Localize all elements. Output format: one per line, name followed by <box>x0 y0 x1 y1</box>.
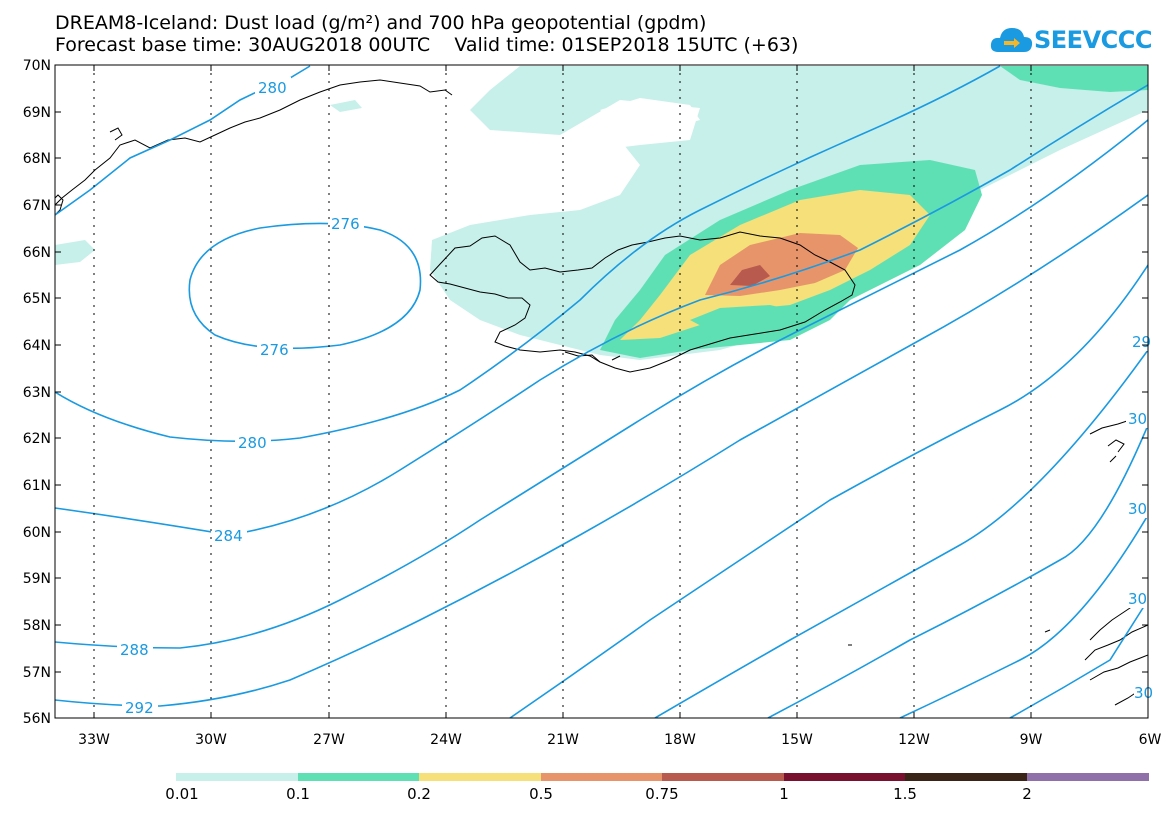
contour-label: 284 <box>214 527 243 545</box>
lat-label: 68N <box>23 151 51 167</box>
colorbar-segment <box>662 773 784 781</box>
map-title-line1: DREAM8-Iceland: Dust load (g/m²) and 700… <box>55 12 707 34</box>
lat-label: 61N <box>23 478 51 494</box>
lat-label: 67N <box>23 198 51 214</box>
lat-label: 56N <box>23 711 51 727</box>
latitude-labels: 70N 69N 68N 67N 66N 65N 64N 63N 62N 61N … <box>23 58 51 727</box>
contour-label: 276 <box>331 215 360 233</box>
colorbar-segment <box>298 773 419 781</box>
lon-label: 33W <box>78 732 110 748</box>
lon-label: 24W <box>430 732 462 748</box>
colorbar-label: 0.75 <box>645 785 679 803</box>
colorbar-label: 1 <box>779 785 789 803</box>
contour-label: 280 <box>258 79 287 97</box>
graticule <box>93 65 1032 718</box>
coastlines <box>55 79 1148 706</box>
colorbar-label: 2 <box>1022 785 1032 803</box>
colorbar-segment <box>541 773 662 781</box>
lon-label: 15W <box>781 732 813 748</box>
contour-label: 280 <box>238 434 267 452</box>
colorbar-segment <box>419 773 541 781</box>
logo-text: SEEVCCC <box>1034 26 1153 54</box>
colorbar-segment <box>1027 773 1149 781</box>
colorbar-segment <box>905 773 1027 781</box>
contour-label: 30 <box>1134 684 1153 702</box>
plot-frame <box>54 64 1149 719</box>
seevccc-logo: SEEVCCC <box>990 22 1160 58</box>
geopotential-contours <box>55 65 1148 718</box>
colorbar-segment <box>176 773 298 781</box>
colorbar <box>176 773 1149 781</box>
lat-label: 59N <box>23 571 51 587</box>
lon-label: 27W <box>313 732 345 748</box>
lat-label: 66N <box>23 245 51 261</box>
lat-label: 70N <box>23 58 51 74</box>
longitude-labels: 33W 30W 27W 24W 21W 18W 15W 12W 9W 6W <box>78 732 1161 748</box>
colorbar-label: 0.1 <box>286 785 310 803</box>
contour-label: 29 <box>1132 333 1151 351</box>
lon-label: 12W <box>898 732 930 748</box>
lat-label: 58N <box>23 618 51 634</box>
colorbar-label: 0.2 <box>407 785 431 803</box>
colorbar-segment <box>784 773 905 781</box>
contour-label: 276 <box>260 341 289 359</box>
contour-label: 288 <box>120 641 149 659</box>
contour-labels: 280 276 276 280 284 288 292 29 30 30 30 … <box>117 77 1153 717</box>
map-title-line2: Forecast base time: 30AUG2018 00UTC Vali… <box>55 34 799 56</box>
lat-label: 65N <box>23 291 51 307</box>
lon-label: 21W <box>547 732 579 748</box>
lat-label: 57N <box>23 665 51 681</box>
colorbar-label: 1.5 <box>893 785 917 803</box>
contour-label: 30 <box>1128 410 1147 428</box>
lon-label: 30W <box>195 732 227 748</box>
lat-label: 60N <box>23 525 51 541</box>
colorbar-label: 0.5 <box>529 785 553 803</box>
lon-label: 6W <box>1139 732 1162 748</box>
cloud-icon <box>990 28 1033 52</box>
contour-label: 30 <box>1128 590 1147 608</box>
lon-label: 18W <box>664 732 696 748</box>
lat-label: 69N <box>23 105 51 121</box>
colorbar-label: 0.01 <box>165 785 199 803</box>
contour-label: 292 <box>125 699 154 717</box>
contour-label: 30 <box>1128 500 1147 518</box>
lat-label: 62N <box>23 431 51 447</box>
lat-label: 64N <box>23 338 51 354</box>
dust-fields <box>55 66 1148 360</box>
lon-label: 9W <box>1020 732 1043 748</box>
lat-label: 63N <box>23 385 51 401</box>
